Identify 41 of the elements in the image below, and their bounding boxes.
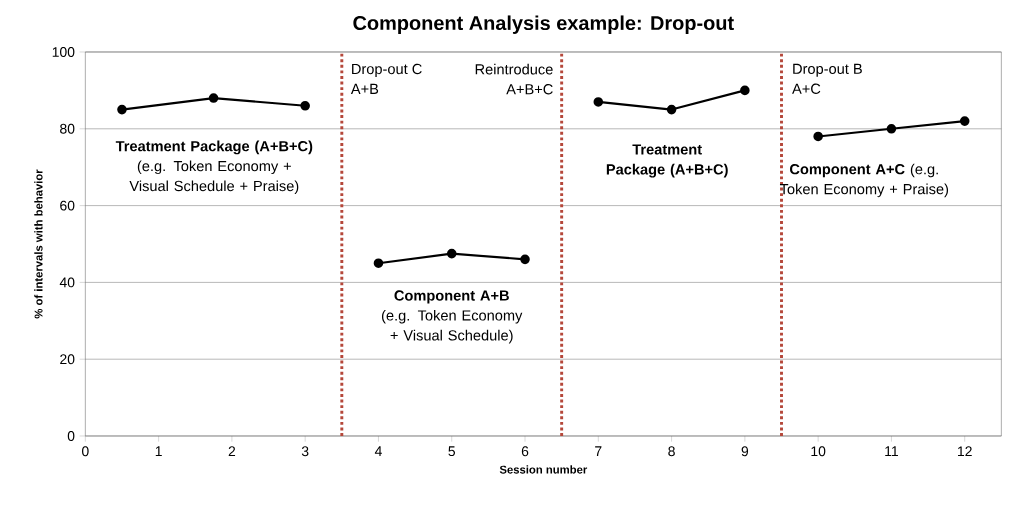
x-tick-label: 2 [228, 446, 236, 457]
y-tick-label: 80 [60, 123, 75, 134]
x-tick-label: 8 [668, 446, 675, 457]
annotation: Component A+C (e.g. Token Economy + Praise) [779, 163, 949, 198]
annotation: Drop-out B A+C [792, 63, 862, 94]
x-tick-label: 9 [741, 446, 749, 457]
y-tick-label: 100 [52, 47, 75, 57]
point [886, 124, 897, 134]
annotation: Component A+B (e.g. Token Economy + Visual Schedule) [381, 290, 523, 344]
x-tick-label: 4 [374, 446, 382, 456]
point [446, 248, 457, 259]
point [520, 254, 530, 265]
y-tick-label: 20 [60, 354, 75, 365]
x-tick-label: 3 [301, 446, 309, 457]
point [959, 116, 970, 126]
y-tick-label: 40 [59, 277, 75, 288]
annotation: Treatment Package (A+B+C) [606, 144, 728, 178]
point [740, 85, 750, 96]
annotation: Treatment Package (A+B+C) (e.g. Token Economy + Visual Schedule + Praise) [115, 140, 313, 195]
point [300, 100, 310, 111]
x-tick-label: 11 [885, 446, 898, 456]
point [593, 97, 604, 107]
point [373, 258, 384, 268]
x-tick-label: 7 [595, 446, 602, 456]
x-tick-label: 10 [811, 446, 826, 457]
annotation: Reintroduce A+B+C [475, 63, 553, 95]
y-axis-title: % of intervals with behavior [34, 169, 43, 319]
x-tick-label: 0 [82, 446, 89, 457]
x-tick-label: 1 [155, 446, 162, 456]
y-tick-label: 60 [60, 200, 75, 211]
point [666, 104, 677, 115]
x-tick-label: 5 [448, 446, 456, 457]
chart-title: Component Analysis example: Drop-out [353, 15, 734, 34]
annotation: Drop-out C A+B [350, 63, 422, 94]
point [813, 131, 823, 142]
point [208, 93, 219, 103]
y-tick-label: 0 [67, 431, 75, 441]
x-axis-title: Session number [499, 465, 588, 474]
x-tick-label: 6 [521, 446, 529, 457]
point [117, 104, 127, 115]
x-tick-label: 12 [958, 446, 972, 457]
